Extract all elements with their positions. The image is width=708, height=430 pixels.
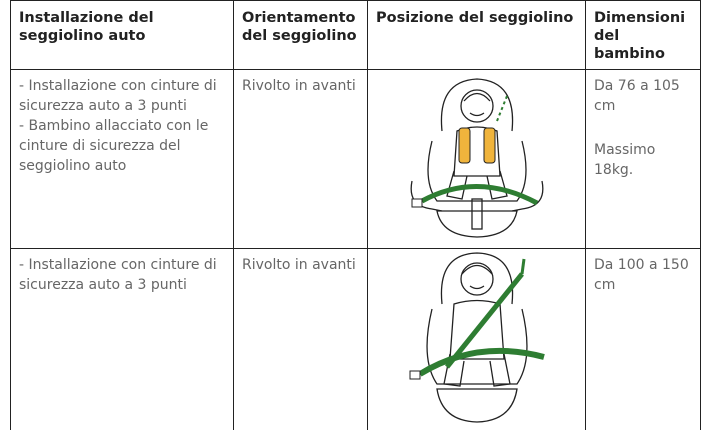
position-cell <box>368 70 586 249</box>
cell-text: - Installazione con cinture di sicurezza… <box>19 255 225 295</box>
seat-illustration <box>402 249 552 424</box>
cell-text: - Installazione con cinture di sicurezza… <box>19 76 225 116</box>
installation-cell: - Installazione con cinture di sicurezza… <box>11 70 234 249</box>
orientation-cell: Rivolto in avanti <box>234 70 368 249</box>
header-row: Installazione del seggiolino auto Orient… <box>11 1 701 70</box>
cell-text: Rivolto in avanti <box>242 76 359 96</box>
header-cell: Installazione del seggiolino auto <box>11 1 234 70</box>
header-cell: Dimensioni del bambino <box>586 1 701 70</box>
cell-text: Da 76 a 105 cm <box>594 76 692 116</box>
header-cell: Orientamento del seggiolino <box>234 1 368 70</box>
cell-text: Massimo 18kg. <box>594 140 692 180</box>
table-row: - Installazione con cinture di sicurezza… <box>11 70 701 249</box>
installation-table: Installazione del seggiolino auto Orient… <box>10 0 701 430</box>
size-cell: Da 100 a 150 cm <box>586 249 701 430</box>
cell-text: Rivolto in avanti <box>242 255 359 275</box>
cell-text: - Bambino allacciato con le cinture di s… <box>19 116 225 176</box>
installation-cell: - Installazione con cinture di sicurezza… <box>11 249 234 430</box>
table-row: - Installazione con cinture di sicurezza… <box>11 249 701 430</box>
header-cell: Posizione del seggiolino <box>368 1 586 70</box>
seat-illustration <box>402 71 552 241</box>
orientation-cell: Rivolto in avanti <box>234 249 368 430</box>
size-cell: Da 76 a 105 cm Massimo 18kg. <box>586 70 701 249</box>
position-cell <box>368 249 586 430</box>
cell-text: Da 100 a 150 cm <box>594 255 692 295</box>
